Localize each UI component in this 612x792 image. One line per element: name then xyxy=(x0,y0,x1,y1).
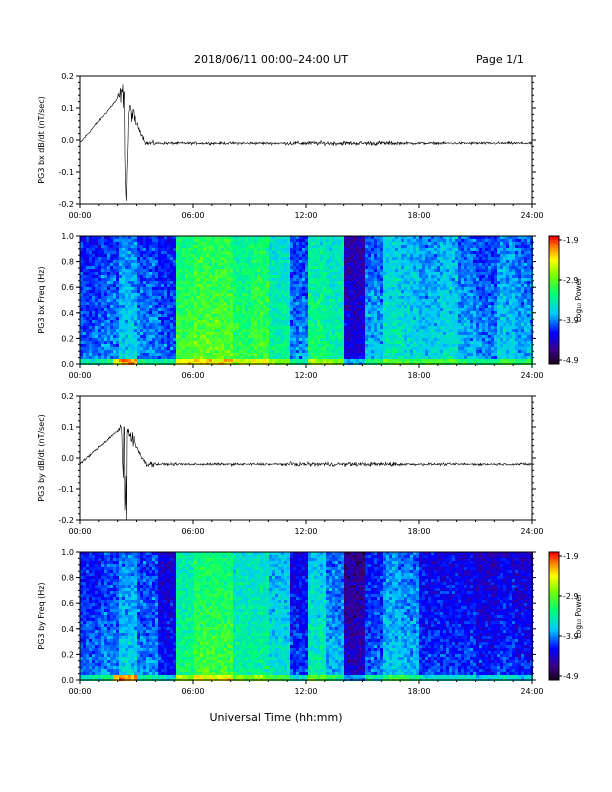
x-tick-label: 06:00 xyxy=(181,211,204,220)
panel-3: 0.2 0.1 0.0 -0.1 -0.2 00:00 06:00 12:00 18:00 24:… xyxy=(37,392,544,536)
series-line xyxy=(79,424,533,521)
x-tick-label: 24:00 xyxy=(520,371,543,380)
x-tick-label: 00:00 xyxy=(68,371,91,380)
panel-4: -1.9 -2.9 -3.9 -4.9 Log₁₀ Power 1.0 0.8 0.6 0.4 0… xyxy=(37,548,583,696)
y-tick-label: -0.2 xyxy=(58,200,74,209)
y-tick-label: 0.1 xyxy=(61,104,74,113)
x-tick-label: 00:00 xyxy=(68,527,91,536)
y-tick-label: 0.8 xyxy=(61,574,74,583)
page-title: 2018/06/11 00:00–24:00 UT xyxy=(194,53,349,66)
y-tick-label: -0.2 xyxy=(58,516,74,525)
colorbar-tick-label: -4.9 xyxy=(563,672,579,681)
y-axis-label: PG3 bx Freq (Hz) xyxy=(37,266,46,333)
colorbar-label: Log₁₀ Power xyxy=(574,277,583,322)
y-tick-label: 0.4 xyxy=(61,625,74,634)
y-tick-label: 0.0 xyxy=(61,454,74,463)
x-tick-label: 24:00 xyxy=(520,687,543,696)
colorbar-label: Log₁₀ Power xyxy=(574,593,583,638)
heatmap-cells xyxy=(80,552,533,681)
y-tick-label: 1.0 xyxy=(61,232,74,241)
colorbar-tick-label: -2.9 xyxy=(563,592,579,601)
y-tick-label: 0.1 xyxy=(61,423,74,432)
colorbar-tick-label: -1.9 xyxy=(563,552,579,561)
y-axis-label: PG3 by Freq (Hz) xyxy=(37,582,46,649)
x-tick-label: 24:00 xyxy=(520,527,543,536)
colorbar: -1.9 -2.9 -3.9 -4.9 Log₁₀ Power xyxy=(548,551,583,681)
colorbar: -1.9 -2.9 -3.9 -4.9 Log₁₀ Power xyxy=(548,235,583,365)
y-tick-label: 0.2 xyxy=(61,392,74,401)
x-axis-label-text: Universal Time (hh:mm) xyxy=(209,711,343,724)
x-tick-label: 18:00 xyxy=(407,527,430,536)
y-tick-label: 0.8 xyxy=(61,258,74,267)
y-axis-label: PG3 bx dB/dt (nT/sec) xyxy=(37,96,46,183)
x-tick-label: 18:00 xyxy=(407,687,430,696)
x-tick-label: 12:00 xyxy=(294,527,317,536)
y-tick-label: 0.0 xyxy=(61,676,74,685)
colorbar-tick-label: -2.9 xyxy=(563,276,579,285)
x-tick-label: 24:00 xyxy=(520,211,543,220)
x-tick-label: 06:00 xyxy=(181,371,204,380)
y-tick-label: 0.6 xyxy=(61,283,74,292)
x-tick-label: 06:00 xyxy=(181,527,204,536)
y-tick-label: 1.0 xyxy=(61,548,74,557)
page-number: Page 1/1 xyxy=(476,53,524,66)
colorbar-tick-label: -3.9 xyxy=(563,632,579,641)
series-line xyxy=(79,84,533,201)
x-tick-label: 12:00 xyxy=(294,211,317,220)
y-axis-label: PG3 by dB/dt (nT/sec) xyxy=(37,414,46,501)
x-tick-label: 12:00 xyxy=(294,687,317,696)
y-tick-label: 0.0 xyxy=(61,360,74,369)
plot-frame xyxy=(79,395,533,521)
x-axis-label: Universal Time (hh:mm) xyxy=(0,711,612,724)
y-tick-label: 0.2 xyxy=(61,650,74,659)
x-tick-label: 00:00 xyxy=(68,211,91,220)
colorbar-tick-label: -4.9 xyxy=(563,356,579,365)
panel-2: -1.9 -2.9 -3.9 -4.9 Log₁₀ Power 1.0 0.8 0.6 0.4 0… xyxy=(37,232,583,380)
y-tick-label: 0.2 xyxy=(61,72,74,81)
y-tick-label: -0.1 xyxy=(58,168,74,177)
y-tick-label: 0.6 xyxy=(61,599,74,608)
x-tick-label: 18:00 xyxy=(407,371,430,380)
y-tick-label: 0.0 xyxy=(61,136,74,145)
x-tick-label: 06:00 xyxy=(181,687,204,696)
y-tick-label: 0.2 xyxy=(61,334,74,343)
colorbar-tick-label: -1.9 xyxy=(563,236,579,245)
y-tick-label: 0.4 xyxy=(61,309,74,318)
y-tick-label: -0.1 xyxy=(58,485,74,494)
panel-1: 0.2 0.1 0.0 -0.1 -0.2 00:00 06:00 12:00 18:00 24:… xyxy=(37,72,544,220)
colorbar-frame xyxy=(548,551,560,681)
heatmap-cells xyxy=(80,236,533,365)
x-tick-label: 18:00 xyxy=(407,211,430,220)
colorbar-tick-label: -3.9 xyxy=(563,316,579,325)
x-tick-label: 12:00 xyxy=(294,371,317,380)
x-tick-label: 00:00 xyxy=(68,687,91,696)
colorbar-frame xyxy=(548,235,560,365)
plot-frame xyxy=(79,75,533,205)
